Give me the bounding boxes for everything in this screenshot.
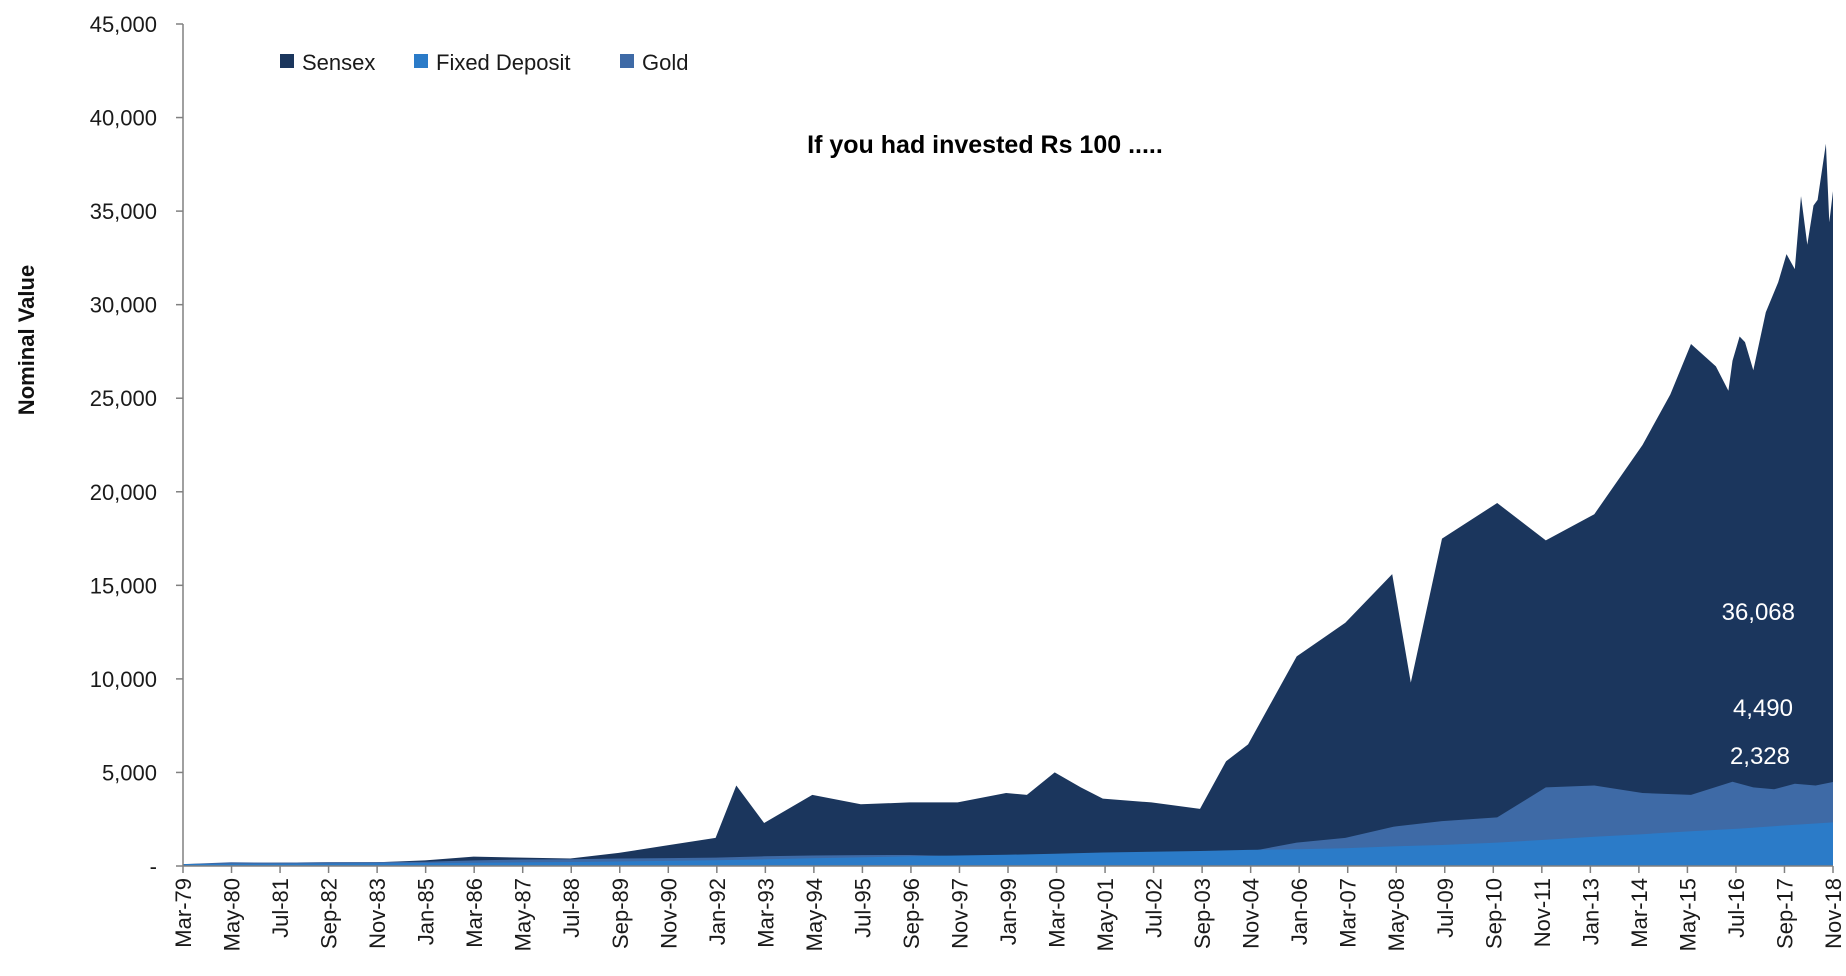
legend-swatch — [620, 54, 634, 68]
area-gold — [183, 781, 1833, 866]
x-tick-label: Sep-10 — [1481, 878, 1506, 949]
area-layers — [183, 143, 1833, 867]
legend-swatch — [280, 54, 294, 68]
y-tick-label: 5,000 — [102, 760, 157, 785]
x-tick-label: Jan-06 — [1287, 878, 1312, 945]
x-tick-label: Jan-85 — [414, 878, 439, 945]
x-tick-label: May-01 — [1093, 878, 1118, 951]
y-tick-label: 15,000 — [90, 573, 157, 598]
x-tick-label: May-15 — [1675, 878, 1700, 951]
x-tick-label: Jul-02 — [1142, 878, 1167, 938]
y-axis: - 5,000 10,000 15,000 20,000 25,000 30,000 35,0… — [90, 12, 184, 879]
y-tick-label: 20,000 — [90, 480, 157, 505]
x-tick-label: May-94 — [802, 878, 827, 951]
x-tick-label: Nov-18 — [1821, 878, 1846, 949]
x-tick-label: Mar-93 — [753, 878, 778, 948]
data-labels: 36,068 4,490 2,328 — [1722, 599, 1795, 770]
x-tick-label: Mar-86 — [462, 878, 487, 948]
y-tick-label: 45,000 — [90, 12, 157, 37]
data-label-fixed-deposit: 2,328 — [1730, 743, 1790, 770]
x-tick-label: Nov-04 — [1239, 878, 1264, 949]
y-tick-label: 25,000 — [90, 386, 157, 411]
y-tick-label: 40,000 — [90, 106, 157, 131]
x-tick-label: Mar-00 — [1045, 878, 1070, 948]
legend-label: Fixed Deposit — [436, 50, 571, 75]
x-tick-label: Nov-11 — [1530, 878, 1555, 947]
y-axis-title: Nominal Value — [14, 265, 39, 415]
data-label-gold: 4,490 — [1733, 695, 1793, 722]
area-fixed-deposit — [183, 822, 1833, 866]
x-tick-label: May-80 — [220, 878, 245, 951]
x-tick-label: Nov-83 — [365, 878, 390, 949]
x-tick-label: Jan-13 — [1578, 878, 1603, 945]
legend-label: Gold — [642, 50, 688, 75]
data-label-sensex: 36,068 — [1722, 599, 1795, 626]
legend-swatch — [414, 54, 428, 68]
x-tick-label: May-87 — [511, 878, 536, 951]
legend-label: Sensex — [302, 50, 375, 75]
y-tick-label: 30,000 — [90, 293, 157, 318]
x-tick-label: Jul-81 — [268, 878, 293, 938]
x-tick-label: Jul-09 — [1433, 878, 1458, 938]
legend: Sensex Fixed Deposit Gold — [280, 50, 688, 75]
legend-item-gold: Gold — [620, 50, 688, 75]
x-tick-label: Sep-96 — [899, 878, 924, 949]
x-tick-label: May-08 — [1384, 878, 1409, 951]
x-tick-label: Sep-89 — [608, 878, 633, 949]
area-sensex — [183, 143, 1833, 867]
y-tick-label: 10,000 — [90, 667, 157, 692]
x-tick-label: Jan-99 — [996, 878, 1021, 945]
x-tick-label: Sep-82 — [317, 878, 342, 949]
legend-item-fixed-deposit: Fixed Deposit — [414, 50, 571, 75]
x-tick-label: Jul-88 — [559, 878, 584, 938]
legend-item-sensex: Sensex — [280, 50, 375, 75]
chart-title: If you had invested Rs 100 ..... — [807, 131, 1163, 159]
x-tick-label: Nov-97 — [947, 878, 972, 949]
x-tick-label: Nov-90 — [656, 878, 681, 949]
x-tick-label: Mar-79 — [171, 878, 196, 948]
x-tick-label: Mar-07 — [1336, 878, 1361, 948]
x-tick-label: Sep-17 — [1772, 878, 1797, 949]
x-tick-label: Mar-14 — [1627, 878, 1652, 948]
x-axis: Mar-79 May-80 Jul-81 Sep-82 Nov-83 Jan-85 Mar-… — [171, 865, 1846, 951]
y-tick-label: 35,000 — [90, 199, 157, 224]
x-tick-label: Jul-16 — [1724, 878, 1749, 938]
x-tick-label: Jul-95 — [850, 878, 875, 938]
y-tick-label: - — [150, 854, 157, 879]
x-tick-label: Sep-03 — [1190, 878, 1215, 949]
x-tick-label: Jan-92 — [705, 878, 730, 945]
